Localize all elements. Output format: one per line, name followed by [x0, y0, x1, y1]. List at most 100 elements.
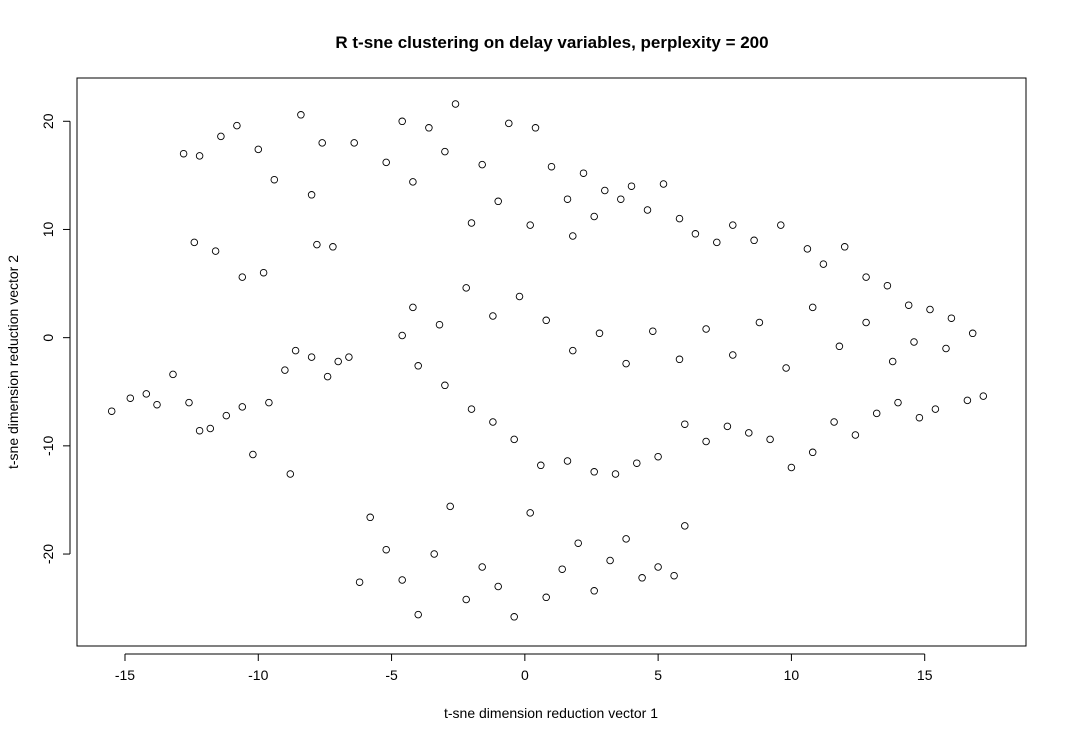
scatter-point	[259, 268, 268, 277]
scatter-point	[611, 470, 620, 478]
scatter-point	[659, 180, 668, 188]
scatter-point	[979, 392, 988, 400]
scatter-point	[425, 124, 433, 132]
scatter-point	[531, 124, 540, 132]
scatter-point	[595, 329, 604, 338]
scatter-point	[510, 435, 518, 444]
scatter-point	[398, 576, 406, 584]
scatter-point	[904, 301, 913, 309]
scatter-point	[862, 273, 870, 281]
scatter-point	[334, 357, 342, 366]
scatter-point	[307, 353, 316, 361]
scatter-point	[249, 450, 257, 459]
scatter-point	[297, 111, 305, 119]
scatter-point	[414, 362, 422, 370]
scatter-point	[414, 610, 422, 619]
scatter-point	[238, 403, 247, 411]
scatter-point	[729, 351, 737, 359]
y-tick-label: 20	[40, 113, 56, 129]
scatter-point	[542, 593, 550, 602]
scatter-point	[206, 424, 215, 433]
scatter-point	[579, 169, 588, 177]
chart-title: R t-sne clustering on delay variables, p…	[335, 33, 768, 52]
scatter-point	[558, 565, 566, 573]
scatter-point	[808, 448, 817, 457]
scatter-point	[681, 522, 689, 530]
scatter-point	[329, 243, 337, 251]
scatter-point	[702, 325, 710, 333]
scatter-point	[627, 182, 636, 190]
scatter-point	[649, 327, 657, 335]
scatter-point	[313, 240, 321, 249]
y-axis: -20 -10 0 10 20	[40, 113, 71, 564]
scatter-point	[238, 273, 247, 281]
scatter-point	[462, 284, 470, 292]
scatter-point	[606, 556, 614, 565]
scatter-point	[947, 314, 956, 322]
scatter-point	[446, 502, 454, 511]
scatter-point	[478, 160, 486, 169]
scatter-point	[515, 292, 524, 301]
scatter-point	[830, 418, 838, 426]
x-tick-label: 10	[784, 667, 800, 683]
scatter-point	[617, 195, 625, 203]
scatter-point	[569, 232, 577, 240]
scatter-point	[542, 316, 550, 325]
scatter-point	[691, 230, 700, 238]
scatter-point	[590, 587, 598, 595]
x-tick-label: 0	[521, 667, 529, 683]
x-tick-label: -15	[115, 667, 135, 683]
scatter-point	[766, 435, 774, 444]
plot-frame	[76, 77, 1027, 647]
scatter-point	[835, 342, 844, 351]
scatter-point	[808, 303, 817, 312]
scatter-point	[622, 535, 630, 543]
scatter-point	[862, 318, 870, 327]
y-axis-label: t-sne dimension reduction vector 2	[5, 255, 21, 469]
scatter-point	[713, 238, 721, 247]
scatter-point	[489, 312, 497, 320]
scatter-point	[382, 158, 390, 167]
scatter-point	[942, 344, 950, 353]
scatter-point	[233, 121, 241, 130]
scatter-point	[265, 398, 273, 407]
scatter-point	[840, 243, 849, 251]
scatter-point	[467, 219, 476, 227]
scatter-point	[574, 539, 582, 547]
scatter-point	[702, 437, 710, 446]
scatter-point	[894, 398, 902, 407]
scatter-point	[350, 139, 358, 147]
data-points	[107, 100, 988, 621]
scatter-point	[355, 578, 364, 586]
scatter-point	[675, 214, 684, 223]
scatter-point	[462, 595, 470, 604]
x-tick-label: 5	[654, 667, 662, 683]
scatter-point	[633, 459, 641, 467]
x-tick-label: -10	[248, 667, 268, 683]
scatter-point	[270, 175, 279, 184]
scatter-point	[654, 452, 662, 461]
scatter-point	[803, 245, 812, 253]
scatter-point	[782, 364, 790, 372]
scatter-point	[750, 236, 758, 245]
scatter-point	[441, 381, 449, 390]
scatter-point	[142, 390, 151, 398]
scatter-point	[777, 221, 785, 229]
y-tick-label: -20	[40, 544, 56, 564]
scatter-point	[915, 413, 924, 422]
scatter-point	[398, 331, 406, 340]
scatter-point	[307, 191, 316, 199]
scatter-point	[526, 221, 534, 229]
scatter-point	[382, 545, 390, 554]
scatter-point	[318, 139, 326, 147]
scatter-point	[179, 149, 188, 158]
scatter-point	[478, 563, 486, 571]
y-tick-label: 0	[40, 334, 56, 342]
scatter-point	[323, 372, 332, 381]
scatter-point	[409, 178, 417, 186]
scatter-point	[281, 366, 289, 374]
scatter-point	[931, 405, 940, 413]
scatter-point	[398, 117, 406, 126]
scatter-point	[494, 197, 502, 206]
